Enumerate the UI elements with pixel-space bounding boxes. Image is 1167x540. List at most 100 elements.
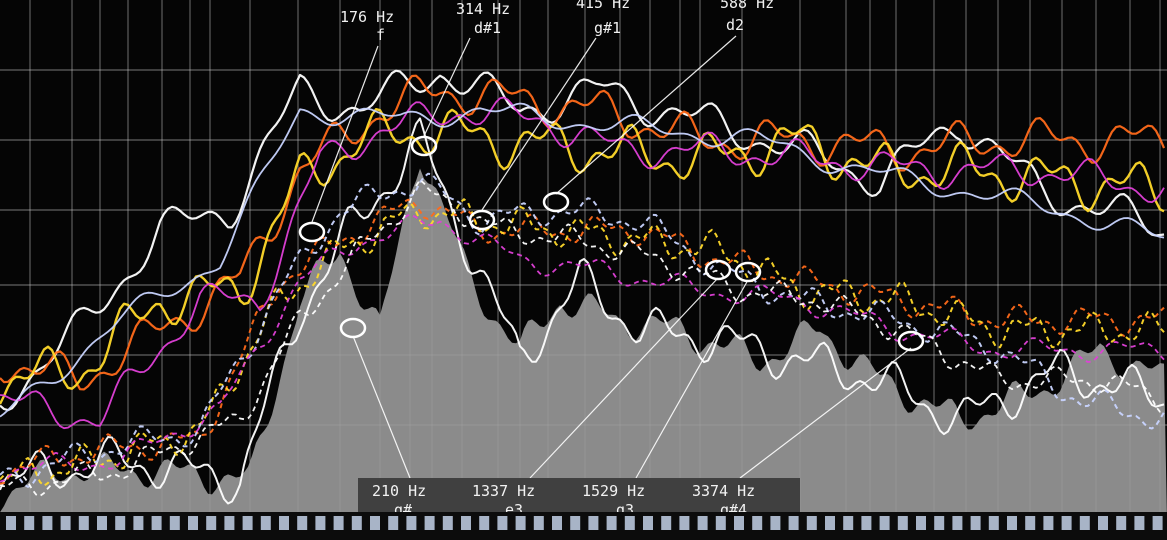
piano-key: [6, 516, 16, 530]
piano-key: [970, 516, 981, 530]
peak-marker-ring: [704, 259, 732, 281]
piano-key: [442, 516, 453, 530]
piano-key: [1098, 516, 1108, 530]
piano-key: [1061, 516, 1072, 530]
piano-key: [242, 516, 253, 530]
top-label-note: g#1: [594, 19, 621, 37]
piano-key: [388, 516, 399, 530]
piano-key: [1152, 516, 1163, 530]
piano-key: [734, 516, 744, 530]
piano-key: [752, 516, 763, 530]
spectrum-trace: [0, 96, 1165, 430]
piano-key: [497, 516, 508, 530]
piano-key: [42, 516, 53, 530]
piano-key: [624, 516, 635, 530]
piano-key: [133, 516, 144, 530]
piano-key: [1043, 516, 1054, 530]
piano-key: [151, 516, 162, 530]
piano-key: [1116, 516, 1127, 530]
piano-key: [115, 516, 126, 530]
piano-key: [588, 516, 599, 530]
spectrum-trace: [0, 117, 1165, 505]
piano-key: [279, 516, 289, 530]
label-leader-line: [352, 335, 411, 479]
spectrum-fill-area: [0, 168, 1167, 520]
top-label-note: d#1: [474, 19, 501, 37]
spectrum-trace: [0, 198, 1165, 485]
piano-key: [606, 516, 617, 530]
bottom-label-freq: 3374 Hz: [692, 482, 755, 500]
piano-key: [788, 516, 799, 530]
piano-key: [97, 516, 107, 530]
piano-key: [715, 516, 726, 530]
peak-marker-ring: [542, 191, 570, 213]
piano-key: [188, 516, 198, 530]
piano-key: [260, 516, 271, 530]
piano-key: [825, 516, 835, 530]
label-leader-line: [529, 277, 719, 479]
label-leader-line: [311, 45, 379, 223]
top-label-note: f: [376, 26, 385, 44]
piano-key: [916, 516, 926, 530]
piano-key: [333, 516, 344, 530]
spectrum-trace: [0, 172, 1165, 488]
top-label-note: d2: [726, 16, 744, 34]
piano-key: [679, 516, 690, 530]
piano-key: [370, 516, 380, 530]
piano-key: [1079, 516, 1090, 530]
piano-key: [169, 516, 180, 530]
label-leader-line: [739, 347, 912, 479]
top-label-group: 176 Hz f 314 Hz d#1 415 Hz g#1 588 Hz d2: [340, 0, 774, 44]
piano-key: [297, 516, 308, 530]
piano-key: [315, 516, 326, 530]
piano-key: [224, 516, 235, 530]
piano-key: [1007, 516, 1017, 530]
top-label-freq: 588 Hz: [720, 0, 774, 12]
spectrum-trace: [0, 102, 1165, 418]
top-label-freq: 176 Hz: [340, 8, 394, 26]
piano-key: [461, 516, 471, 530]
peak-marker-ring: [298, 221, 326, 243]
piano-key: [60, 516, 71, 530]
piano-key: [515, 516, 526, 530]
piano-key: [533, 516, 544, 530]
piano-key: [1134, 516, 1145, 530]
piano-key: [988, 516, 999, 530]
piano-key: [1025, 516, 1036, 530]
spectrum-trace: [0, 69, 1165, 412]
label-leader-line: [423, 37, 471, 137]
spectrum-trace: [0, 198, 1165, 487]
peak-marker-ring: [897, 330, 925, 352]
piano-keyboard-strip: [0, 512, 1167, 540]
piano-key: [552, 516, 562, 530]
label-leader-line: [635, 279, 749, 479]
bottom-label-freq: 1529 Hz: [582, 482, 645, 500]
piano-key: [934, 516, 945, 530]
label-leader-line: [555, 35, 737, 195]
piano-key: [843, 516, 854, 530]
peak-marker-ring: [468, 209, 496, 231]
piano-key: [479, 516, 490, 530]
piano-key: [424, 516, 435, 530]
piano-key: [879, 516, 890, 530]
piano-key: [897, 516, 908, 530]
piano-key: [952, 516, 963, 530]
piano-key: [643, 516, 653, 530]
top-label-freq: 314 Hz: [456, 0, 510, 18]
piano-key: [697, 516, 708, 530]
piano-key: [406, 516, 417, 530]
label-leader-lines: [311, 35, 912, 479]
top-label-freq: 415 Hz: [576, 0, 630, 12]
peak-marker-ring: [410, 135, 438, 157]
piano-key: [78, 516, 89, 530]
piano-key: [206, 516, 217, 530]
bottom-label-freq: 210 Hz: [372, 482, 426, 500]
piano-key: [24, 516, 35, 530]
label-leader-line: [481, 37, 597, 211]
bottom-label-freq: 1337 Hz: [472, 482, 535, 500]
piano-key: [806, 516, 817, 530]
spectrum-trace: [0, 74, 1166, 391]
piano-key: [661, 516, 672, 530]
